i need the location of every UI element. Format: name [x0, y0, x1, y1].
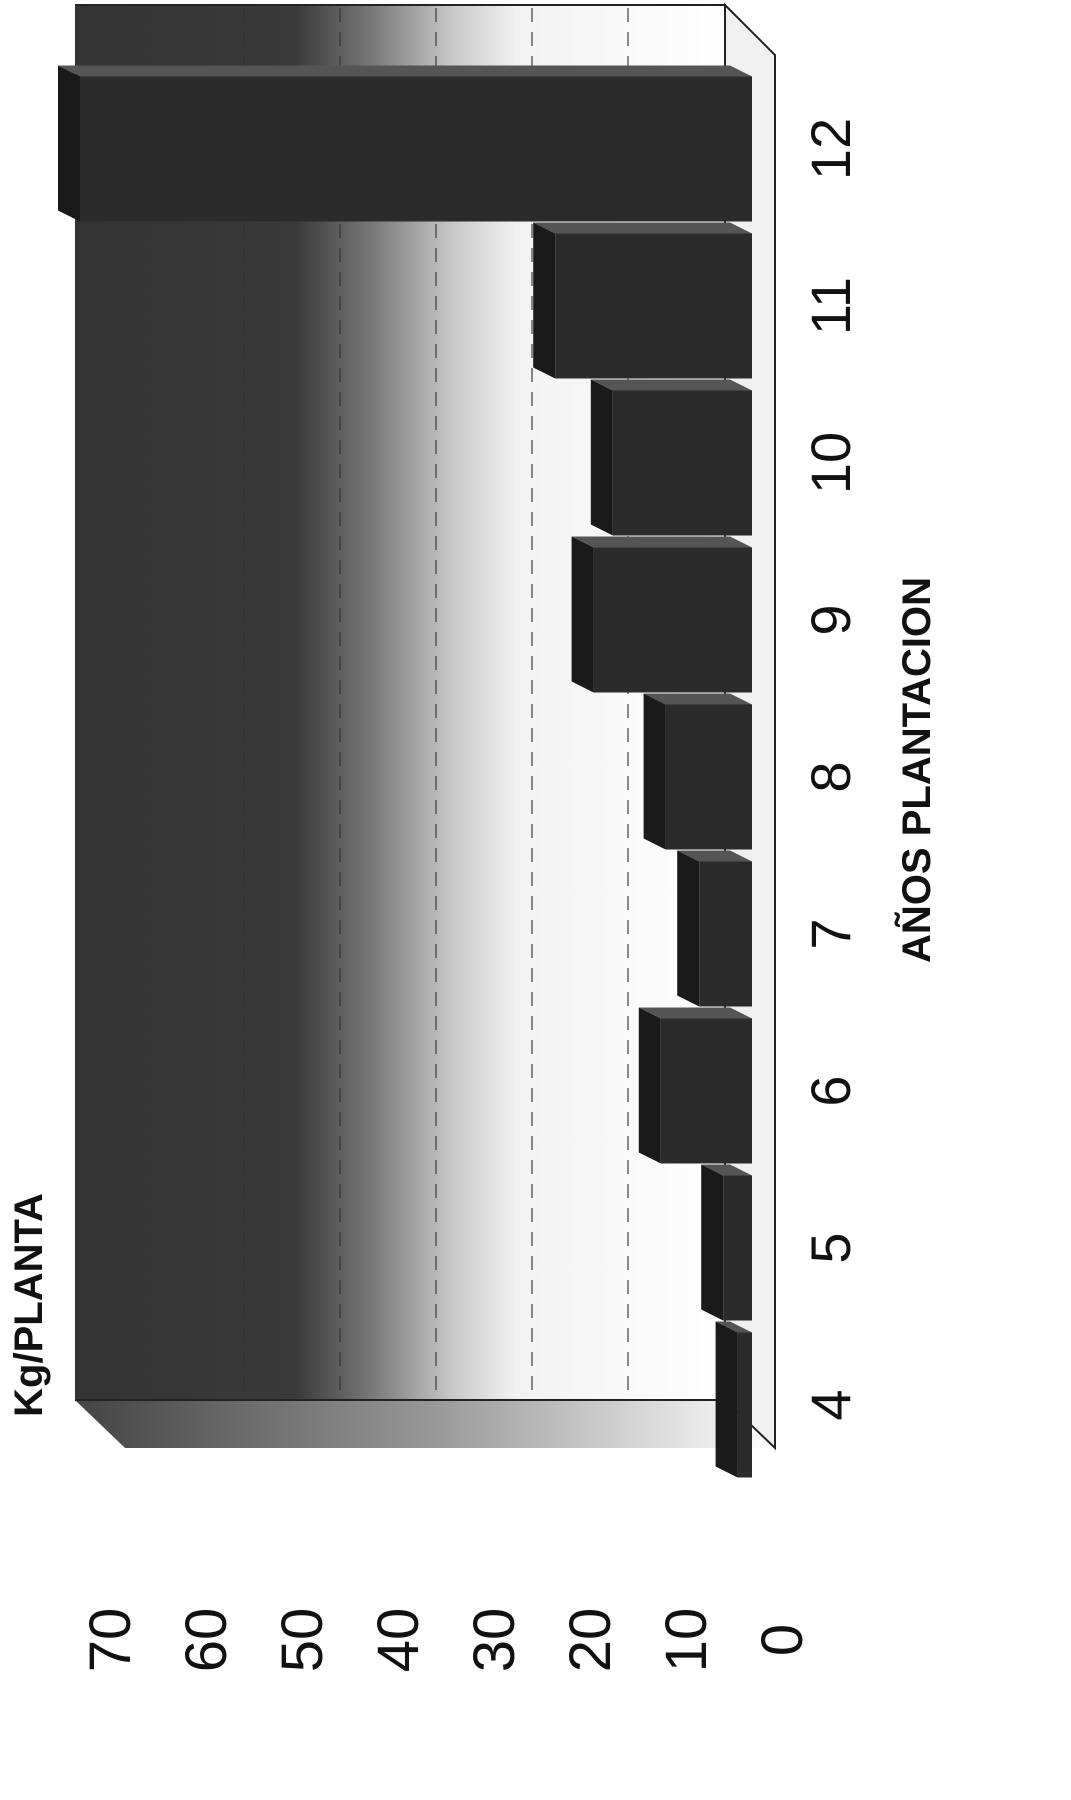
bar-cap-6 [638, 1007, 661, 1164]
bar-4 [737, 1332, 752, 1478]
bar-11 [555, 233, 752, 379]
bar-depth-7 [677, 850, 752, 862]
x-axis-label: AÑOS PLANTACION [893, 577, 939, 963]
bar-depth-9 [571, 536, 752, 548]
category-tick-10: 10 [799, 432, 862, 494]
bar-depth-5 [701, 1164, 752, 1176]
bar-depth-6 [638, 1007, 752, 1019]
bar-cap-5 [701, 1164, 724, 1321]
bar-depth-11 [533, 222, 752, 234]
category-tick-9: 9 [799, 604, 862, 635]
bar-9 [593, 547, 752, 693]
value-tick-0: 0 [750, 1624, 815, 1656]
bar-depth-8 [643, 693, 752, 705]
bar-cap-10 [590, 379, 613, 536]
category-tick-12: 12 [799, 118, 862, 180]
value-tick-labels: 70 60 50 40 30 20 10 0 [78, 1608, 815, 1673]
value-tick-40: 40 [366, 1608, 431, 1673]
value-tick-70: 70 [78, 1608, 143, 1673]
value-tick-60: 60 [174, 1608, 239, 1673]
bar-6 [660, 1018, 752, 1164]
gridlines [147, 8, 629, 1398]
bar-cap-9 [571, 536, 594, 693]
value-tick-50: 50 [270, 1608, 335, 1673]
bar-depth-4 [715, 1321, 752, 1333]
bar-cap-12 [58, 65, 80, 222]
category-tick-7: 7 [799, 918, 862, 949]
bar-10 [612, 390, 752, 536]
y-axis-label: Kg/PLANTA [7, 1193, 51, 1417]
bar-8 [665, 704, 752, 850]
category-tick-6: 6 [799, 1075, 862, 1106]
bar-7 [699, 861, 752, 1007]
chart-side-wall [75, 1400, 775, 1448]
bar-cap-4 [715, 1321, 738, 1478]
value-tick-30: 30 [462, 1608, 527, 1673]
bar-depth-10 [590, 379, 752, 391]
category-tick-11: 11 [799, 277, 862, 335]
category-tick-4: 4 [799, 1389, 862, 1420]
bar-12 [80, 76, 752, 222]
value-tick-20: 20 [558, 1608, 623, 1673]
bars [58, 65, 752, 1478]
bar-cap-7 [677, 850, 700, 1007]
category-tick-5: 5 [799, 1232, 862, 1263]
bar-cap-11 [533, 222, 556, 379]
bar-5 [723, 1175, 752, 1321]
bar-cap-8 [643, 693, 666, 850]
category-tick-labels: 4 5 6 7 8 9 10 11 12 [799, 118, 862, 1421]
category-tick-8: 8 [799, 761, 862, 792]
bar-depth-12 [58, 65, 752, 77]
value-tick-10: 10 [654, 1608, 719, 1673]
